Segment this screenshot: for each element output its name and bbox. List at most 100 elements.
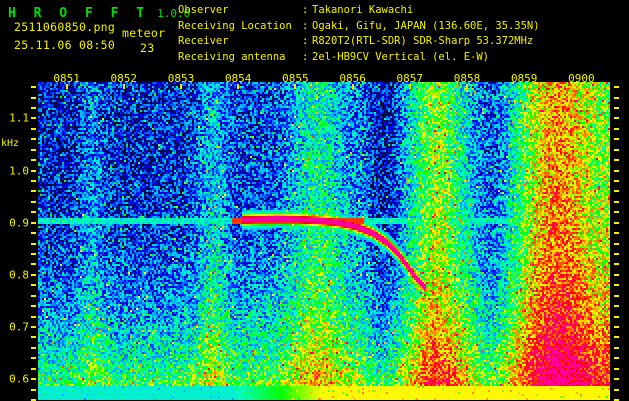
x-axis-tick bbox=[466, 84, 468, 89]
x-axis-label: 0856 bbox=[339, 72, 366, 85]
spectrogram-canvas bbox=[38, 82, 610, 400]
info-separator: : bbox=[302, 50, 309, 63]
y-axis-tick bbox=[31, 107, 36, 110]
y-axis-tick-right bbox=[614, 326, 619, 329]
y-axis-tick bbox=[31, 221, 36, 224]
frequency-axis-left: kHz 1.1 1.0 0.9 0.8 0.7 0.6 bbox=[0, 68, 38, 401]
y-axis-tick-right bbox=[614, 273, 619, 276]
frequency-axis-right bbox=[610, 68, 629, 401]
y-axis-tick bbox=[31, 357, 36, 360]
y-axis-label: 1.0 bbox=[9, 164, 29, 178]
app-version: 1.0.0 bbox=[157, 7, 191, 20]
y-axis-tick-right bbox=[614, 117, 619, 120]
y-axis-tick-right bbox=[614, 294, 619, 297]
y-axis-label: 1.1 bbox=[9, 111, 29, 125]
y-axis-tick bbox=[31, 169, 36, 172]
app-title: H R O F F T bbox=[8, 6, 150, 21]
x-axis-tick bbox=[408, 84, 411, 89]
meteor-count-value: 23 bbox=[140, 41, 155, 55]
frequency-unit-label: kHz bbox=[1, 138, 20, 149]
y-axis-tick bbox=[31, 180, 36, 183]
y-axis-tick-right bbox=[614, 378, 619, 381]
y-axis-tick-right bbox=[614, 315, 619, 318]
y-axis-tick bbox=[31, 388, 36, 391]
x-axis-tick bbox=[65, 84, 68, 89]
y-axis-tick-right bbox=[614, 388, 619, 391]
y-axis-tick-right bbox=[614, 107, 619, 110]
spectrogram-plot bbox=[38, 82, 610, 400]
x-axis-label: 0853 bbox=[167, 72, 195, 85]
y-axis-tick bbox=[31, 326, 36, 329]
meteor-count-label: meteor bbox=[122, 26, 166, 40]
time-axis bbox=[0, 68, 629, 82]
info-key: Receiving antenna bbox=[178, 50, 286, 63]
info-row: Observer: Takanori Kawachi bbox=[178, 3, 540, 19]
info-value: Takanori Kawachi bbox=[312, 4, 414, 16]
y-axis-tick bbox=[31, 367, 36, 370]
y-axis-tick bbox=[31, 148, 36, 151]
y-axis-tick bbox=[31, 200, 36, 203]
y-axis-tick-right bbox=[614, 127, 619, 130]
y-axis-tick bbox=[31, 263, 36, 266]
info-row: Receiving antenna:2el-HB9CV Vertical (el… bbox=[178, 50, 540, 66]
y-axis-tick bbox=[31, 273, 36, 276]
y-axis-label: 0.6 bbox=[9, 372, 29, 386]
y-axis-tick bbox=[31, 127, 36, 130]
info-row: Receiving Location: Ogaki, Gifu, JAPAN (1… bbox=[178, 19, 540, 35]
y-axis-tick bbox=[31, 86, 36, 89]
y-axis-tick-right bbox=[614, 86, 619, 89]
x-axis-tick bbox=[122, 84, 125, 89]
y-axis-label: 0.8 bbox=[9, 268, 29, 282]
y-axis-tick-right bbox=[614, 346, 619, 349]
y-axis-tick bbox=[31, 305, 36, 308]
y-axis-tick bbox=[31, 346, 36, 349]
y-axis-tick-right bbox=[614, 148, 619, 151]
y-axis-tick-right bbox=[614, 284, 619, 287]
x-axis-label: 0852 bbox=[110, 72, 138, 85]
y-axis-tick-right bbox=[614, 200, 619, 203]
y-axis-tick bbox=[31, 242, 36, 245]
info-value: 2el-HB9CV Vertical (el. E-W) bbox=[312, 50, 490, 63]
y-axis-tick bbox=[31, 284, 36, 287]
app-title-row: H R O F F T 1.0.0 bbox=[8, 2, 190, 21]
x-axis-tick bbox=[523, 84, 526, 89]
y-axis-tick bbox=[31, 159, 36, 162]
y-axis-tick-right bbox=[614, 357, 619, 360]
y-axis-tick-right bbox=[614, 138, 619, 141]
filename-label: 2511060850.png bbox=[14, 20, 116, 34]
y-axis-tick bbox=[31, 117, 36, 120]
y-axis-tick bbox=[31, 253, 36, 256]
x-axis-label: 0855 bbox=[282, 72, 309, 85]
x-axis-tick bbox=[580, 84, 583, 89]
station-info-block: Observer: Takanori Kawachi Receiving Locat… bbox=[178, 3, 540, 65]
y-axis-tick bbox=[31, 232, 36, 235]
x-axis-label: 0851 bbox=[53, 72, 80, 85]
y-axis-tick-right bbox=[614, 221, 619, 224]
y-axis-tick-right bbox=[614, 169, 619, 172]
info-key: Observer bbox=[178, 4, 229, 16]
info-separator: : bbox=[302, 35, 309, 47]
y-axis-tick-right bbox=[614, 263, 619, 266]
x-axis-label: 0859 bbox=[510, 72, 538, 85]
y-axis-tick bbox=[31, 190, 36, 193]
y-axis-tick bbox=[31, 138, 36, 141]
info-key: Receiving Location bbox=[178, 19, 292, 32]
x-axis-tick bbox=[180, 84, 182, 89]
y-axis-label: 0.7 bbox=[9, 320, 29, 334]
y-axis-label: 0.9 bbox=[9, 216, 29, 230]
y-axis-tick bbox=[31, 294, 36, 297]
info-separator: : bbox=[302, 4, 309, 16]
y-axis-tick-right bbox=[614, 253, 619, 256]
y-axis-tick bbox=[31, 378, 36, 381]
y-axis-tick bbox=[31, 96, 36, 99]
x-axis-label: 0858 bbox=[453, 72, 481, 85]
header-panel: H R O F F T 1.0.0 2511060850.png 25.11.06… bbox=[0, 0, 629, 68]
y-axis-tick-right bbox=[614, 159, 619, 162]
y-axis-tick-right bbox=[614, 305, 619, 308]
y-axis-tick-right bbox=[614, 96, 619, 99]
x-axis-label: 0857 bbox=[396, 72, 424, 85]
y-axis-tick-right bbox=[614, 180, 619, 183]
y-axis-tick-right bbox=[614, 211, 619, 214]
x-axis-tick bbox=[351, 84, 354, 89]
